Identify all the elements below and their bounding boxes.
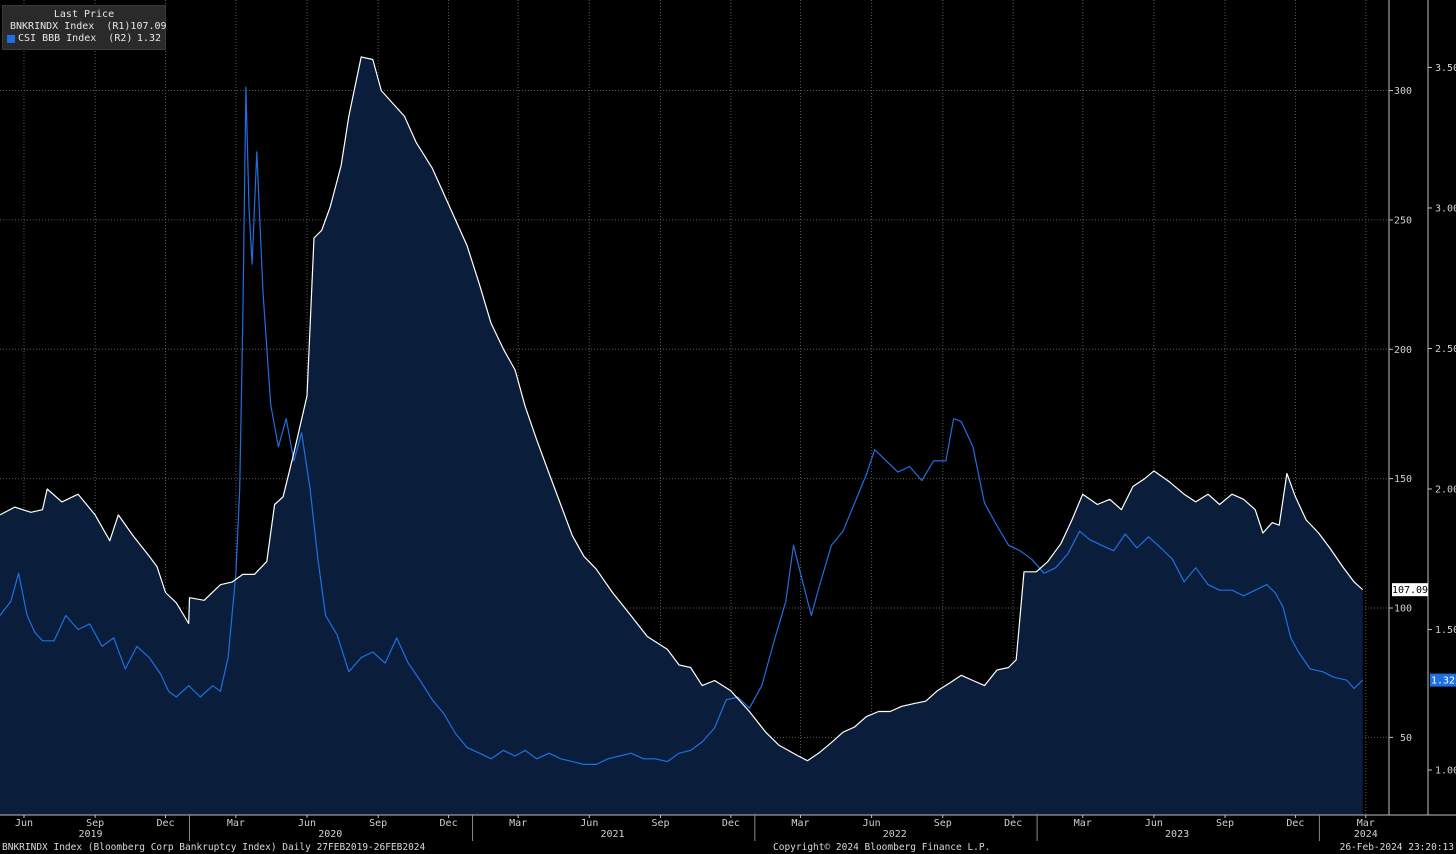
footer: BNKRINDX Index (Bloomberg Corp Bankruptc… xyxy=(0,842,1456,854)
grid-lines xyxy=(0,0,1389,815)
bnkr-last-value-label: 107.09 xyxy=(1392,585,1428,596)
last-value-labels: 107.09 1.32 xyxy=(1392,583,1456,687)
r2-tick-label: 2.00 xyxy=(1435,485,1456,496)
legend-header: Last Price xyxy=(53,9,115,20)
x-year-label: 2019 xyxy=(78,829,102,840)
r1-axis: 50 100 150 200 250 300 xyxy=(1389,86,1412,744)
r1-tick-label: 250 xyxy=(1394,215,1412,226)
r1-tick-label: 150 xyxy=(1394,474,1412,485)
x-month-label: Sep xyxy=(86,818,104,829)
csi-last-value-label: 1.32 xyxy=(1431,676,1455,687)
r2-tick-label: 1.00 xyxy=(1435,766,1456,777)
csi-line-layer xyxy=(0,86,1364,765)
legend-item-csi: CSI BBB Index (R2) 1.32 xyxy=(3,33,165,45)
x-year-label: 2023 xyxy=(1165,829,1189,840)
x-month-label: Dec xyxy=(722,818,740,829)
x-month-label: Sep xyxy=(651,818,669,829)
bnkr-line-layer xyxy=(0,56,1364,762)
r2-tick-label: 2.50 xyxy=(1435,344,1456,355)
r1-tick-label: 200 xyxy=(1394,345,1412,356)
r1-tick-label: 100 xyxy=(1394,604,1412,615)
r2-tick-label: 3.00 xyxy=(1435,203,1456,214)
x-month-label: Mar xyxy=(227,818,245,829)
x-month-label: Jun xyxy=(863,818,881,829)
x-month-label: Mar xyxy=(791,818,809,829)
legend: Last Price BNKRINDX Index (R1) 107.09 CS… xyxy=(2,5,167,50)
bnkr-last-value-box xyxy=(1392,583,1428,597)
csi-series-line xyxy=(0,86,1364,765)
x-year-label: 2022 xyxy=(883,829,907,840)
legend-item-name: BNKRINDX Index (R1) xyxy=(10,21,131,32)
legend-swatch-blue xyxy=(7,35,15,43)
footer-timestamp: 26-Feb-2024 23:20:13 xyxy=(1339,842,1454,853)
bnkr-area-layer xyxy=(0,56,1363,815)
legend-item-bnkr: BNKRINDX Index (R1) 107.09 xyxy=(3,21,167,33)
r1-tick-label: 300 xyxy=(1394,86,1412,97)
x-month-label: Jun xyxy=(298,818,316,829)
footer-copyright: Copyright© 2024 Bloomberg Finance L.P. xyxy=(773,842,991,853)
csi-last-value-box xyxy=(1430,673,1456,687)
x-month-label: Dec xyxy=(156,818,174,829)
x-year-label: 2024 xyxy=(1354,829,1378,840)
r2-tick-label: 3.50 xyxy=(1435,63,1456,74)
x-month-label: Mar xyxy=(1074,818,1092,829)
x-month-label: Sep xyxy=(1216,818,1234,829)
x-year-label: 2020 xyxy=(318,829,342,840)
r2-tick-label: 1.50 xyxy=(1435,625,1456,636)
x-month-label: Sep xyxy=(369,818,387,829)
bnkr-area xyxy=(0,56,1363,815)
x-month-label: Jun xyxy=(580,818,598,829)
r2-axis: 1.00 1.50 2.00 2.50 3.00 3.50 xyxy=(1428,63,1456,777)
legend-item-value: 107.09 xyxy=(130,21,167,32)
axes-frame xyxy=(0,0,1456,816)
x-month-label: Sep xyxy=(934,818,952,829)
legend-item-name: CSI BBB Index (R2) xyxy=(18,33,133,44)
x-month-label: Mar xyxy=(1357,818,1375,829)
x-month-label: Jun xyxy=(1145,818,1163,829)
x-month-label: Dec xyxy=(1004,818,1022,829)
legend-item-value: 1.32 xyxy=(136,33,161,44)
x-month-label: Dec xyxy=(1286,818,1304,829)
x-axis: Jun Sep Dec Mar Jun Sep Dec Mar Jun Sep Dec Mar Jun S… xyxy=(15,815,1378,841)
x-month-label: Dec xyxy=(440,818,458,829)
footer-left: BNKRINDX Index (Bloomberg Corp Bankruptc… xyxy=(2,842,426,853)
x-month-label: Mar xyxy=(509,818,527,829)
r1-tick-label: 50 xyxy=(1400,733,1412,744)
bnkr-series-line xyxy=(0,56,1364,762)
x-month-label: Jun xyxy=(15,818,33,829)
x-year-label: 2021 xyxy=(600,829,624,840)
